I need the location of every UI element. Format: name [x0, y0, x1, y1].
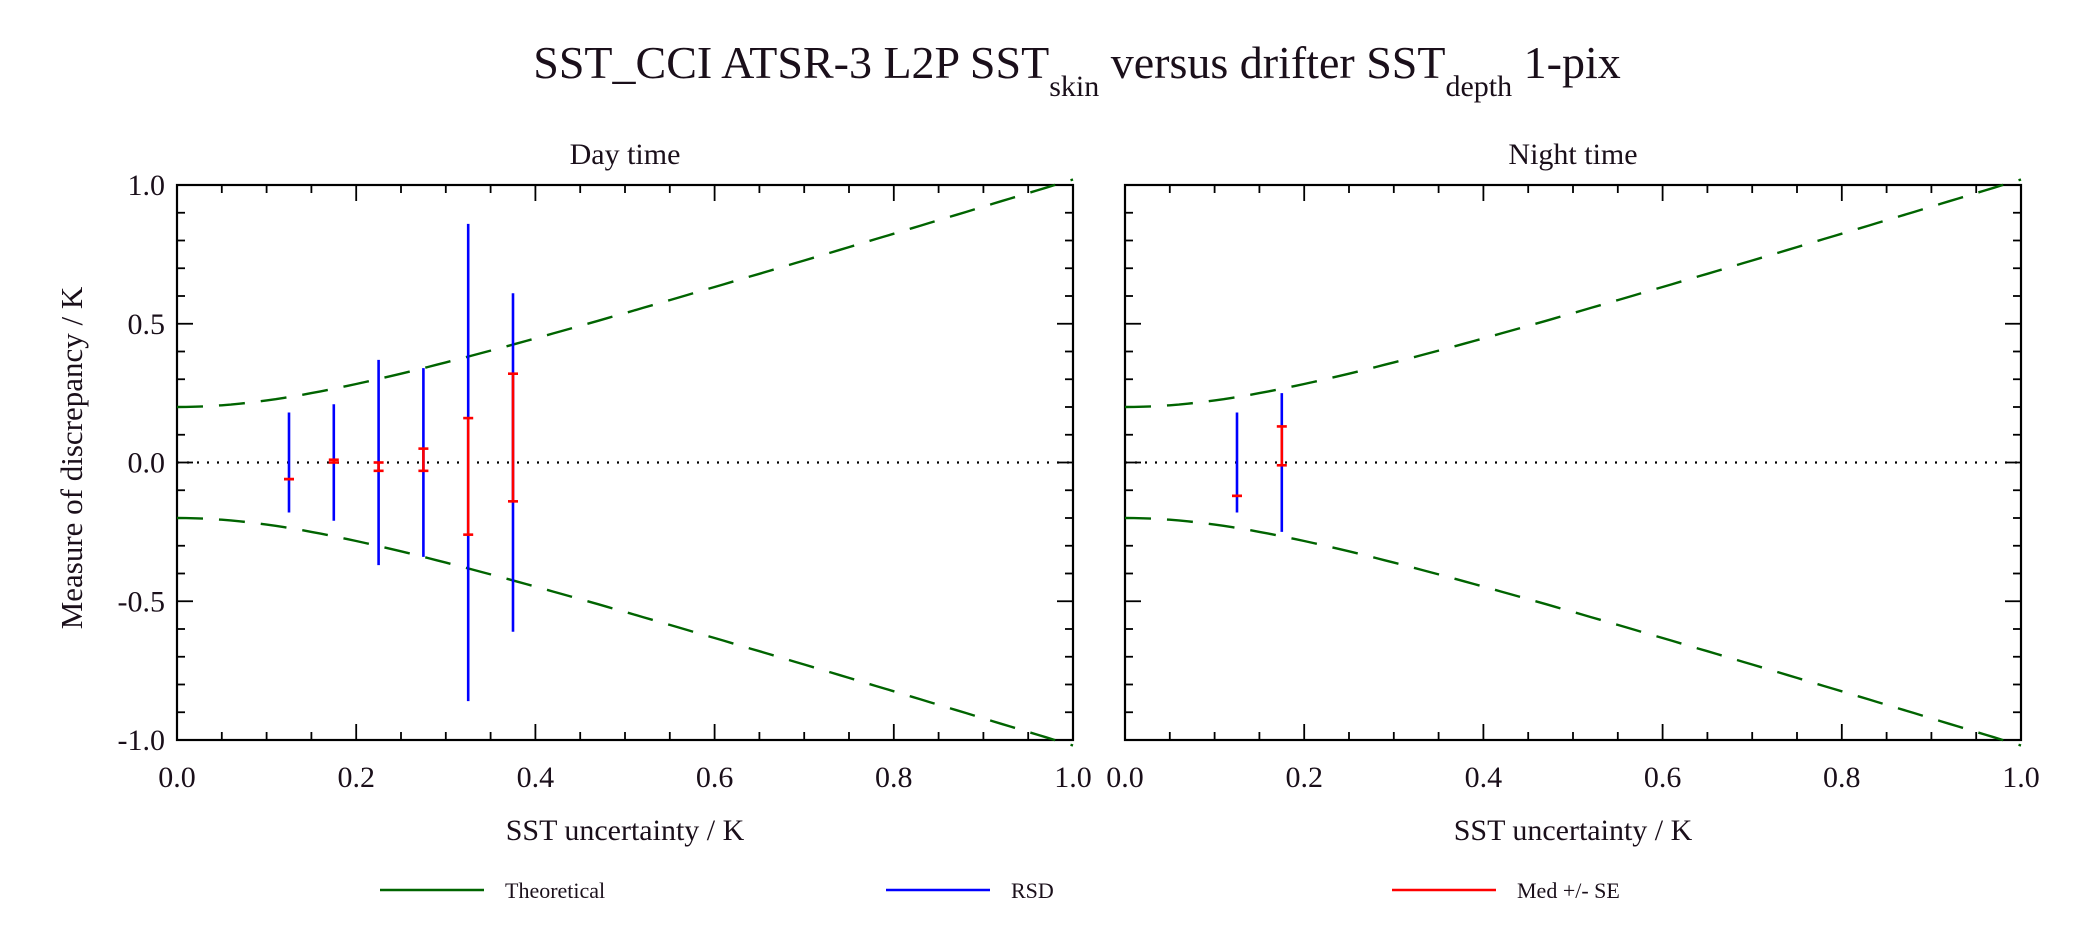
y-tick-label: 0.5	[128, 308, 166, 341]
x-axis-label-night: SST uncertainty / K	[1454, 814, 1693, 847]
theoretical-lower-day	[176, 516, 1074, 747]
x-tick-label: 1.0	[1054, 761, 1092, 794]
theoretical-upper-night	[1124, 178, 2022, 409]
x-tick-label: 0.6	[1644, 761, 1682, 794]
legend-item-med-se: Med +/- SE	[1392, 878, 1620, 903]
x-tick-label: 0.8	[875, 761, 913, 794]
x-tick-label: 0.4	[1465, 761, 1503, 794]
panel-title-night: Night time	[1508, 138, 1637, 171]
title-tail: 1-pix	[1512, 37, 1621, 88]
legend-item-theoretical: Theoretical	[380, 878, 605, 903]
x-axis-label-day: SST uncertainty / K	[506, 814, 745, 847]
theoretical-lower-night	[1124, 516, 2022, 747]
title-sub-skin: skin	[1049, 70, 1099, 103]
x-tick-label: 0.4	[517, 761, 555, 794]
panel-day-time: Day time 0.0 0.2 0.4 0.6 0.8 1.0 -1.0 -0.5 0.0 0.5…	[118, 138, 1092, 847]
x-tick-label: 0.6	[696, 761, 734, 794]
theoretical-upper-day	[176, 178, 1074, 409]
y-tick-label: -0.5	[118, 585, 166, 618]
panel-title-day: Day time	[570, 138, 681, 171]
legend-label-med-se: Med +/- SE	[1517, 878, 1620, 903]
title-sub-depth: depth	[1445, 70, 1512, 103]
y-tick-label: -1.0	[118, 724, 166, 757]
y-tick-label: 1.0	[128, 169, 166, 202]
x-tick-label: 0.8	[1823, 761, 1861, 794]
title-mid: versus drifter SST	[1099, 37, 1445, 88]
figure-title: SST_CCI ATSR-3 L2P SSTskin versus drifte…	[533, 37, 1620, 103]
legend: Theoretical RSD Med +/- SE	[380, 878, 1620, 903]
legend-label-theoretical: Theoretical	[505, 878, 605, 903]
title-main: SST_CCI ATSR-3 L2P SST	[533, 37, 1049, 88]
panel-night-time: Night time 0.0 0.2 0.4 0.6 0.8 1.0 SST uncertai…	[1106, 138, 2040, 847]
legend-item-rsd: RSD	[886, 878, 1054, 903]
legend-label-rsd: RSD	[1011, 878, 1054, 903]
x-tick-label: 0.0	[158, 761, 196, 794]
x-tick-label: 1.0	[2002, 761, 2040, 794]
x-tick-label: 0.0	[1106, 761, 1144, 794]
x-tick-label: 0.2	[1285, 761, 1323, 794]
y-tick-label: 0.0	[128, 447, 166, 480]
y-axis-label: Measure of discrepancy / K	[54, 286, 89, 629]
x-tick-label: 0.2	[337, 761, 375, 794]
